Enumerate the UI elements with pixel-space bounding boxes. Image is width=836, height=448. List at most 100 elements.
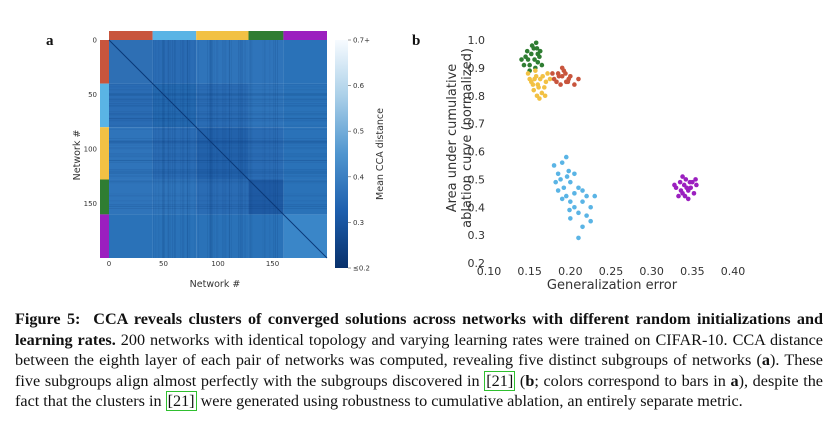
caption-text-2: ). These five subgroups align almost per… [15,351,823,390]
cluster-bar-top [152,31,197,40]
scatter-point [584,213,589,218]
scatter-point [559,196,565,202]
scatter-y-tick: 0.5 [468,173,486,186]
caption-text-4: ; colors correspond to bars in [534,371,731,390]
scatter-point [532,57,537,62]
heatmap-x-tick: 100 [211,260,224,268]
scatter-point [535,60,541,65]
scatter-y-label-line-1: Area under cumulative [445,64,460,213]
heatmap-block [283,127,327,180]
scatter-point [542,85,547,90]
colorbar-ticks: 0.7+ 0.6 0.5 0.4 0.3 ≤0.2 [348,37,370,273]
scatter-points [519,40,699,241]
scatter-point [561,185,567,191]
panel-b-letter: b [412,33,421,49]
citation-link-1[interactable]: [21] [484,370,516,391]
scatter-point [568,216,573,221]
heatmap-block [152,40,197,84]
scatter-y-tick: 0.6 [468,146,486,159]
scatter-point [539,62,545,68]
colorbar-tick-label: 0.6 [353,82,365,90]
scatter-point [576,235,581,241]
scatter-point [531,87,537,93]
scatter-point [547,76,553,82]
figure-caption: Figure 5: CCA reveals clusters of conver… [15,309,823,412]
scatter-point [551,163,557,168]
scatter-point [559,65,565,71]
scatter-point [576,185,581,191]
scatter-point [588,218,593,224]
scatter-point [691,191,697,196]
scatter-point [521,62,527,68]
caption-text-5: ), despite the fact that the clusters in [15,371,823,411]
scatter-point [534,46,540,51]
caption-ref-b: b [525,371,535,390]
scatter-point [688,185,694,191]
scatter-point [677,179,683,185]
scatter-point [685,196,691,202]
heatmap-x-label: Network # [190,279,241,290]
colorbar-tick-label: 0.7+ [353,37,370,45]
scatter-point [684,185,689,191]
heatmap-block [283,40,327,84]
heatmap-block [196,179,249,215]
scatter-point [555,188,561,193]
cluster-color-bars [100,31,327,258]
scatter-point [559,73,565,79]
scatter-point [558,82,563,87]
caption-text-1: 200 networks with identical topology and… [15,330,823,370]
scatter-y-tick: 1.0 [468,34,486,47]
scatter-point [555,171,561,177]
scatter-y-tick: 0.2 [468,257,486,270]
colorbar-tick-label: 0.3 [353,219,364,227]
heatmap-block [152,214,197,258]
heatmap-cells [109,40,327,258]
scatter-point [572,191,577,196]
scatter-y-label-line-2: ablation curve (normalized) [460,48,475,228]
colorbar-tick-label: ≤0.2 [353,265,370,273]
scatter-point [680,174,685,179]
scatter-point [568,199,573,204]
scatter-y-tick: 0.8 [468,90,486,103]
scatter-point [534,93,540,99]
citation-link-2[interactable]: [21] [165,391,197,412]
scatter-point [588,204,593,210]
scatter-point [567,207,572,213]
scatter-point [539,90,545,96]
scatter-point [533,68,538,73]
heatmap-block [109,179,153,215]
panel-a-letter: a [46,33,54,49]
heatmap-y-tick: 150 [84,200,97,208]
caption-ref-a-1: a [761,351,770,370]
scatter-point [530,82,536,87]
heatmap-block [283,83,327,128]
scatter-point [576,76,581,82]
scatter-point [536,85,541,90]
colorbar-label: Mean CCA distance [375,108,386,200]
scatter-point [554,79,559,85]
scatter-point [563,193,569,199]
scatter-point [580,224,585,230]
heatmap-block [109,83,153,128]
scatter-point [532,76,537,82]
scatter-point [592,193,598,199]
scatter-y-tick: 0.7 [468,118,486,131]
heatmap-y-label: Network # [72,130,83,181]
scatter-point [523,54,528,60]
heatmap-y-tick: 0 [93,37,97,45]
scatter-y-tick: 0.3 [468,229,486,242]
scatter-point [533,40,539,46]
scatter-x-tick: 0.15 [517,265,542,278]
heatmap-block [196,83,249,128]
heatmap-block [109,214,153,258]
heatmap-block [248,127,284,180]
heatmap-texture [109,40,327,258]
scatter-point [563,71,568,76]
heatmap-x-tick: 150 [266,260,279,268]
cluster-bar-left [100,40,109,84]
heatmap-y-tick: 100 [84,146,97,154]
scatter-point [535,51,541,57]
scatter-point [556,73,562,79]
scatter-x-tick: 0.20 [558,265,583,278]
